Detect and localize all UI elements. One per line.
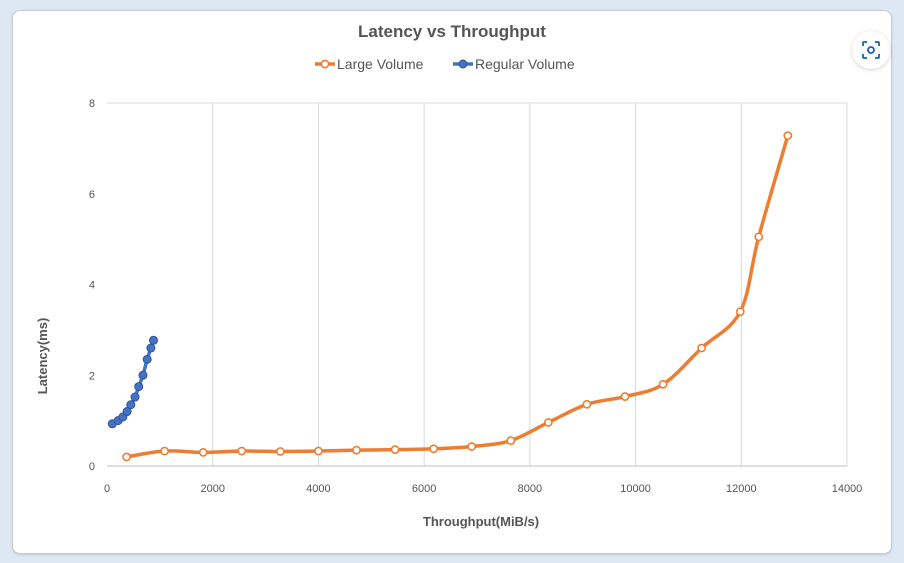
regular-volume-legend-marker (458, 59, 468, 69)
large-volume-point (429, 444, 439, 454)
gridlines (107, 102, 848, 466)
y-tick-label: 0 (89, 461, 95, 473)
chart-card: Latency vs Throughput Large Volume Regula… (12, 10, 892, 554)
x-axis-title: Throughput(MiB/s) (423, 514, 539, 529)
latency-throughput-chart: Latency vs Throughput Large Volume Regula… (35, 22, 862, 529)
y-tick-label: 6 (89, 189, 95, 201)
large-volume-legend-marker (320, 59, 330, 69)
chart-legend: Large Volume Regular Volume (315, 56, 575, 72)
x-tick-label: 0 (104, 483, 110, 495)
y-tick-label: 4 (89, 280, 95, 292)
large-volume-point (390, 445, 400, 455)
large-volume-point (467, 442, 477, 451)
large-volume-point (314, 446, 323, 456)
large-volume-point (754, 232, 764, 242)
regular-volume-point (134, 382, 144, 392)
large-volume-point (735, 307, 745, 317)
y-axis-title: Latency(ms) (35, 318, 50, 395)
large-volume-legend-label: Large Volume (337, 56, 424, 72)
large-volume-point (783, 131, 793, 141)
large-volume-point (237, 446, 247, 456)
chart-title: Latency vs Throughput (358, 22, 546, 41)
regular-volume-point (126, 400, 136, 410)
x-tick-label: 12000 (726, 483, 757, 495)
large-volume-point (198, 447, 208, 457)
large-volume-line (124, 133, 790, 459)
y-tick-label: 2 (89, 370, 95, 382)
regular-volume-point (138, 370, 148, 380)
series-layer (107, 131, 793, 462)
regular-volume-point (149, 335, 159, 345)
large-volume-point (160, 446, 170, 456)
lens-button[interactable] (852, 31, 890, 69)
x-tick-label: 14000 (832, 483, 863, 495)
large-volume-point (658, 379, 668, 389)
lens-scan-icon (862, 41, 880, 59)
large-volume-point (543, 418, 553, 427)
large-volume-point (697, 343, 707, 353)
large-volume-point (582, 399, 592, 409)
x-tick-label: 10000 (620, 483, 651, 495)
large-volume-point (275, 447, 285, 456)
large-volume-point (122, 452, 131, 462)
x-tick-label: 8000 (518, 483, 542, 495)
regular-volume-point (142, 354, 152, 364)
large-volume-point (352, 445, 361, 455)
regular-volume-point (122, 407, 132, 417)
regular-volume-point (146, 343, 156, 353)
regular-volume-point (130, 392, 140, 402)
large-volume-point (506, 436, 516, 445)
y-tick-label: 8 (89, 98, 95, 110)
regular-volume-legend-label: Regular Volume (475, 56, 575, 72)
x-tick-label: 6000 (412, 483, 436, 495)
axes: 0 2000 4000 6000 8000 10000 12000 14000 0 2 4 6 8 (89, 98, 862, 495)
x-tick-label: 4000 (306, 483, 330, 495)
x-tick-label: 2000 (200, 483, 224, 495)
large-volume-point (620, 392, 630, 401)
regular-volume-line (110, 338, 156, 426)
